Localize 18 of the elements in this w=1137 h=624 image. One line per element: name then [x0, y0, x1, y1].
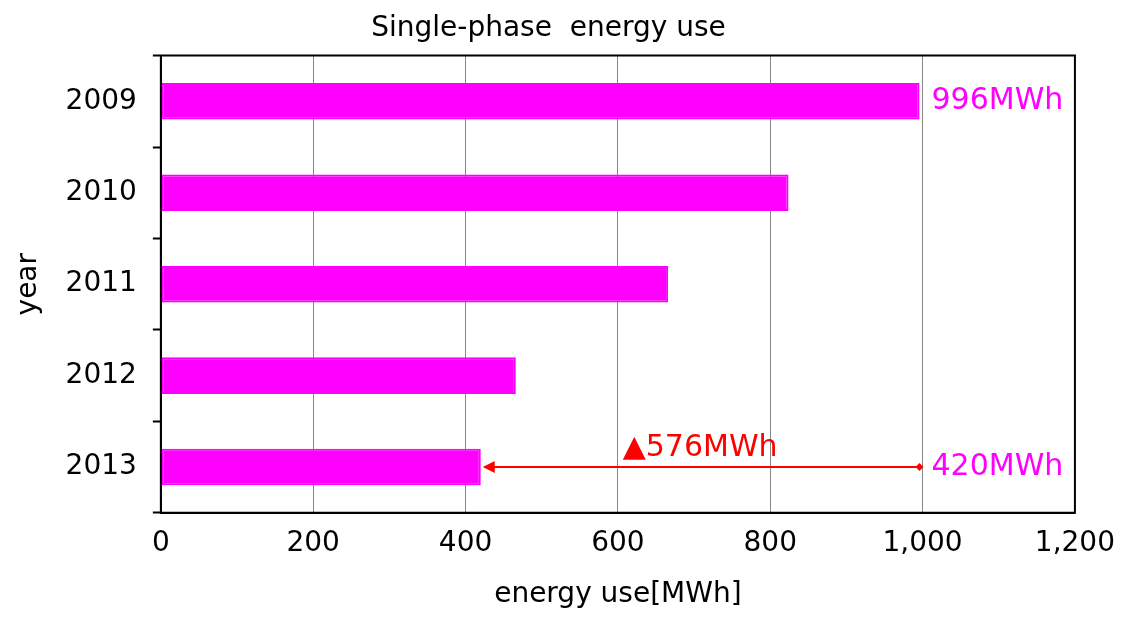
- x-tick-label: 1,200: [1034, 524, 1116, 558]
- x-tick-label: 600: [591, 524, 645, 558]
- y-axis-title: year: [10, 252, 44, 316]
- x-tick-label: 400: [438, 524, 493, 558]
- data-label: 996MWh: [931, 81, 1064, 117]
- y-tick-label: 2009: [65, 82, 137, 116]
- x-axis-title: energy use[MWh]: [494, 576, 742, 610]
- x-tick-label: 200: [286, 524, 340, 558]
- x-tick-label: 1,000: [882, 524, 963, 558]
- annotation: ▲576MWh: [622, 427, 778, 463]
- chart-title: Single-phase energy use: [371, 10, 726, 44]
- data-label: 420MWh: [931, 446, 1064, 482]
- y-tick-label: 2011: [65, 265, 137, 299]
- y-tick-label: 2013: [65, 448, 137, 482]
- y-tick-label: 2012: [65, 356, 137, 390]
- x-tick-label: 800: [743, 524, 797, 558]
- y-tick-label: 2010: [65, 174, 137, 208]
- x-tick-label: 0: [151, 524, 170, 558]
